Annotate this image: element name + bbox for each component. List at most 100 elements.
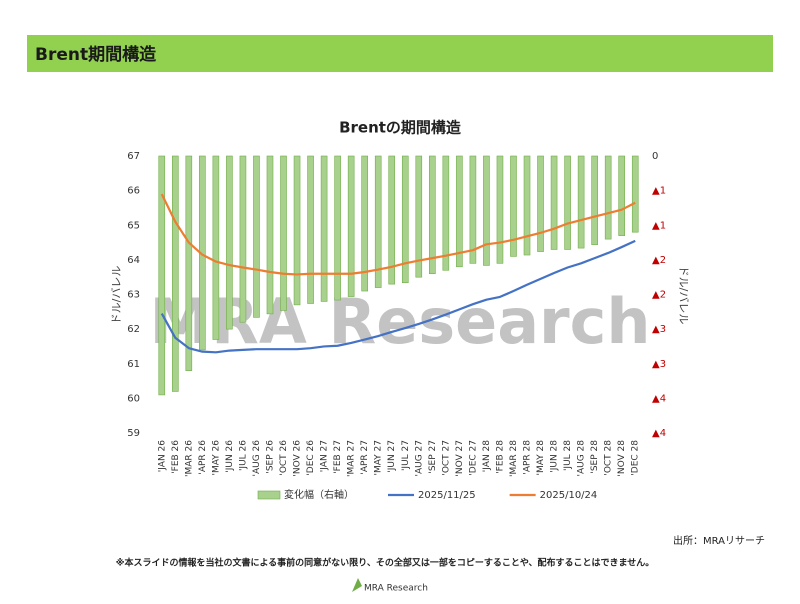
x-tick-label: 'JUL 27 (401, 440, 411, 471)
bar (618, 155, 626, 236)
x-tick-label: 'AUG 27 (414, 440, 424, 477)
x-tick-label: 'MAR 27 (347, 440, 357, 477)
x-tick-label: 'JUL 28 (563, 440, 573, 471)
bar (591, 155, 598, 245)
x-tick-label: 'OCT 28 (604, 440, 614, 476)
bar (280, 155, 287, 311)
logo-icon (352, 578, 362, 592)
y-tick-label: 61 (127, 359, 140, 370)
x-tick-label: 'NOV 26 (293, 440, 303, 477)
bar (320, 155, 328, 302)
line (160, 239, 636, 354)
x-tick-label: 'JAN 28 (482, 440, 492, 472)
chart-title: Brentの期間構造 (339, 119, 461, 137)
y-tick-label: 66 (127, 186, 140, 197)
bar (361, 155, 368, 292)
x-tick-label: 'SEP 27 (428, 440, 438, 474)
x-tick-label: 'MAR 26 (184, 440, 194, 477)
bar (537, 155, 544, 252)
y2-axis-label: ドル/バレル (677, 266, 690, 325)
legend-label: 2025/10/24 (540, 490, 598, 501)
x-tick-label: 'FEB 27 (333, 440, 343, 474)
bar (266, 155, 274, 315)
x-tick-label: 'JUL 26 (238, 440, 248, 471)
bar (604, 155, 612, 240)
x-tick-label: 'JUN 26 (225, 440, 235, 473)
y-tick-label: 63 (127, 290, 140, 301)
x-tick-label: 'JUN 28 (550, 440, 560, 473)
bar (347, 155, 355, 297)
y-tick-label: 59 (127, 428, 140, 439)
x-tick-label: 'JUN 27 (387, 440, 397, 473)
x-tick-label: 'NOV 28 (617, 440, 627, 477)
x-tick-label: 'OCT 26 (279, 440, 289, 476)
bar (158, 155, 166, 396)
x-tick-label: 'APR 27 (360, 440, 370, 475)
x-tick-label: 'SEP 28 (590, 440, 600, 474)
bar (293, 155, 301, 306)
bar (564, 155, 571, 250)
bar (469, 155, 477, 264)
bar (550, 155, 558, 250)
source: 出所：MRAリサーチ (673, 534, 765, 547)
bar (374, 155, 382, 288)
bar (510, 155, 517, 257)
bar (496, 155, 504, 264)
line (160, 193, 636, 276)
y2-tick-label: ▲4 (652, 428, 666, 439)
bar (415, 155, 423, 278)
x-tick-label: 'DEC 28 (631, 440, 641, 476)
bar (226, 155, 233, 330)
bar (523, 155, 531, 256)
logo-text: MRA Research (364, 584, 428, 594)
bar (429, 155, 436, 275)
x-tick-label: 'AUG 28 (577, 440, 587, 477)
x-tick-label: 'APR 28 (523, 440, 533, 475)
bar (307, 155, 314, 304)
bar (631, 155, 639, 233)
bar (212, 155, 220, 340)
y-axis-label: ドル/バレル (110, 266, 123, 325)
watermark: MRA Research (149, 285, 650, 358)
x-tick-label: 'MAY 27 (374, 440, 384, 476)
bar (253, 155, 260, 318)
bar (239, 155, 247, 323)
y2-tick-label: 0 (652, 151, 658, 162)
notice: ※本スライドの情報を当社の文書による事前の同意がない限り、その全部又は一部をコピ… (116, 557, 655, 569)
x-tick-label: 'JAN 26 (157, 440, 167, 472)
bar (334, 155, 341, 301)
x-tick-label: 'FEB 28 (495, 440, 505, 474)
bar (483, 155, 490, 266)
x-tick-label: 'AUG 26 (252, 440, 262, 477)
y2-tick-label: ▲1 (652, 186, 666, 197)
x-tick-label: 'MAY 28 (536, 440, 546, 476)
y-tick-label: 62 (127, 324, 140, 335)
header-title: Brent期間構造 (35, 44, 157, 65)
bar (442, 155, 450, 271)
y2-tick-label: ▲2 (652, 255, 666, 266)
y-tick-label: 65 (127, 220, 140, 231)
legend-label: 2025/11/25 (418, 490, 476, 501)
bar (577, 155, 585, 249)
x-tick-label: 'DEC 26 (306, 440, 316, 476)
x-tick-label: 'APR 26 (198, 440, 208, 475)
y2-tick-label: ▲3 (652, 359, 666, 370)
y-tick-label: 60 (127, 393, 140, 404)
x-tick-label: 'MAY 26 (211, 440, 221, 476)
y2-tick-label: ▲3 (652, 324, 666, 335)
bar (185, 155, 193, 371)
legend-label: 変化幅（右軸） (284, 488, 354, 501)
header-bar (27, 35, 773, 72)
y-tick-label: 64 (127, 255, 140, 266)
y2-tick-label: ▲2 (652, 290, 666, 301)
x-tick-label: 'MAR 28 (509, 440, 519, 477)
x-tick-label: 'FEB 26 (171, 440, 181, 474)
y2-tick-label: ▲1 (652, 220, 666, 231)
bar (401, 155, 409, 284)
x-tick-label: 'JAN 27 (320, 440, 330, 472)
x-tick-label: 'SEP 26 (265, 440, 275, 474)
bar (456, 155, 463, 268)
y-tick-label: 67 (127, 151, 140, 162)
x-tick-label: 'DEC 27 (468, 440, 478, 476)
